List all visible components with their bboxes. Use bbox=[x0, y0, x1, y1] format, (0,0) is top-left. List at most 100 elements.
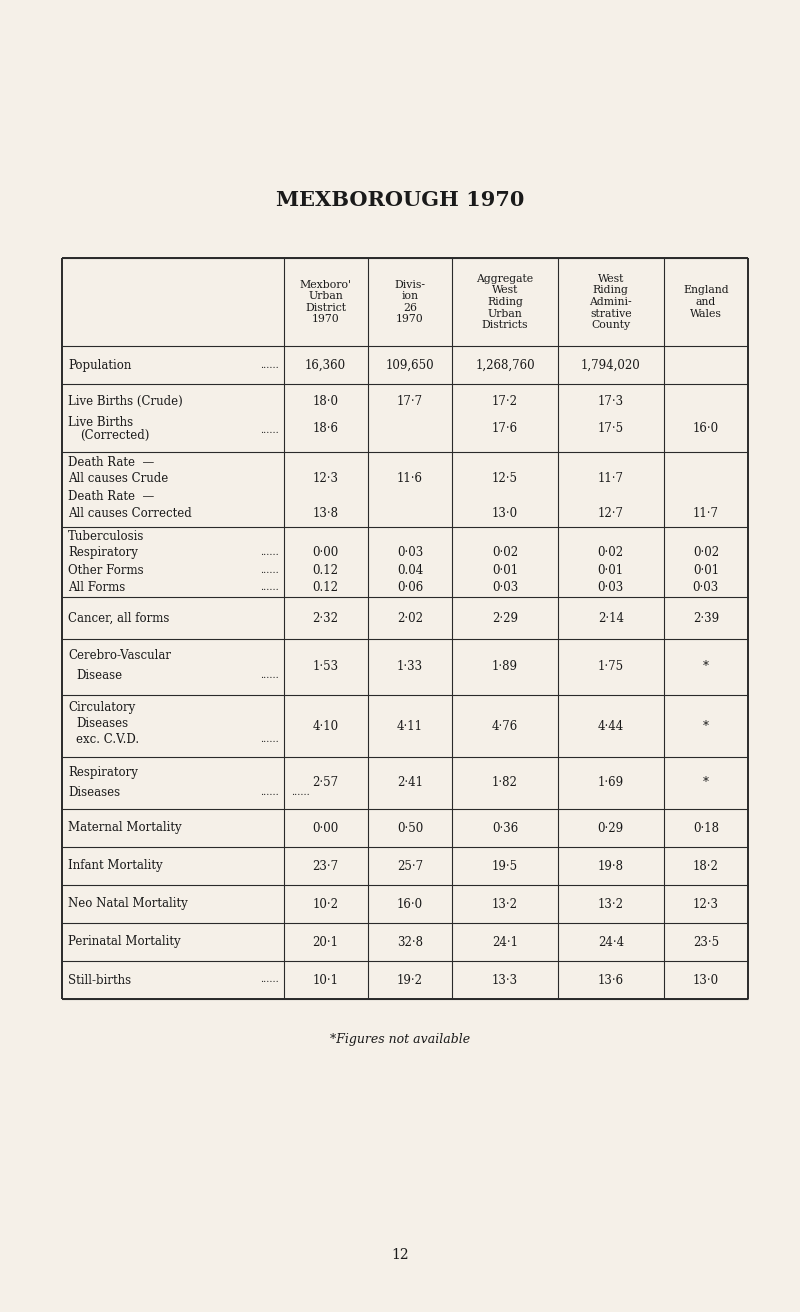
Text: 16,360: 16,360 bbox=[305, 358, 346, 371]
Text: All Forms: All Forms bbox=[68, 581, 126, 594]
Text: 0·03: 0·03 bbox=[492, 581, 518, 594]
Text: 4·44: 4·44 bbox=[598, 719, 624, 732]
Text: 0·03: 0·03 bbox=[598, 581, 624, 594]
Text: ......: ...... bbox=[260, 565, 278, 575]
Text: 18·6: 18·6 bbox=[313, 421, 338, 434]
Text: 25·7: 25·7 bbox=[397, 859, 423, 872]
Text: 12·5: 12·5 bbox=[492, 472, 518, 485]
Text: 0·01: 0·01 bbox=[693, 564, 719, 577]
Text: Diseases: Diseases bbox=[68, 786, 120, 799]
Text: ......: ...... bbox=[260, 735, 278, 744]
Text: 0·02: 0·02 bbox=[598, 546, 624, 559]
Text: Death Rate  —: Death Rate — bbox=[68, 491, 154, 504]
Text: 1·53: 1·53 bbox=[313, 660, 338, 673]
Text: 4·10: 4·10 bbox=[313, 719, 338, 732]
Text: 17·7: 17·7 bbox=[397, 395, 423, 408]
Text: 0·18: 0·18 bbox=[693, 821, 719, 834]
Text: 19·5: 19·5 bbox=[492, 859, 518, 872]
Text: 13·2: 13·2 bbox=[598, 897, 624, 911]
Text: 2·29: 2·29 bbox=[492, 611, 518, 625]
Text: 13·3: 13·3 bbox=[492, 974, 518, 987]
Text: Circulatory: Circulatory bbox=[68, 701, 135, 714]
Text: 1·33: 1·33 bbox=[397, 660, 423, 673]
Text: 1·69: 1·69 bbox=[598, 777, 624, 790]
Text: Cerebro-Vascular: Cerebro-Vascular bbox=[68, 649, 171, 663]
Text: ......: ...... bbox=[260, 548, 278, 558]
Text: ......: ...... bbox=[260, 584, 278, 593]
Text: Respiratory: Respiratory bbox=[68, 766, 138, 779]
Text: Mexboro'
Urban
District
1970: Mexboro' Urban District 1970 bbox=[300, 279, 352, 324]
Text: 23·5: 23·5 bbox=[693, 935, 719, 949]
Text: 11·7: 11·7 bbox=[693, 506, 719, 520]
Text: 2·41: 2·41 bbox=[397, 777, 423, 790]
Text: 0·03: 0·03 bbox=[693, 581, 719, 594]
Text: 11·6: 11·6 bbox=[397, 472, 423, 485]
Text: 2·39: 2·39 bbox=[693, 611, 719, 625]
Text: ......: ...... bbox=[260, 976, 278, 984]
Text: 0·02: 0·02 bbox=[693, 546, 719, 559]
Text: Cancer, all forms: Cancer, all forms bbox=[68, 611, 170, 625]
Text: ......: ...... bbox=[260, 789, 278, 796]
Text: 2·14: 2·14 bbox=[598, 611, 624, 625]
Text: Divis-
ion
26
1970: Divis- ion 26 1970 bbox=[394, 279, 426, 324]
Text: ......: ...... bbox=[291, 789, 310, 796]
Text: 0·06: 0·06 bbox=[397, 581, 423, 594]
Text: 0·03: 0·03 bbox=[397, 546, 423, 559]
Text: England
and
Wales: England and Wales bbox=[683, 286, 729, 319]
Text: 17·3: 17·3 bbox=[598, 395, 624, 408]
Text: 11·7: 11·7 bbox=[598, 472, 624, 485]
Text: 13·8: 13·8 bbox=[313, 506, 338, 520]
Text: MEXBOROUGH 1970: MEXBOROUGH 1970 bbox=[276, 190, 524, 210]
Text: 17·6: 17·6 bbox=[492, 421, 518, 434]
Text: ......: ...... bbox=[260, 361, 278, 370]
Text: 0·29: 0·29 bbox=[598, 821, 624, 834]
Text: Maternal Mortality: Maternal Mortality bbox=[68, 821, 182, 834]
Text: 1·89: 1·89 bbox=[492, 660, 518, 673]
Text: Death Rate  —: Death Rate — bbox=[68, 457, 154, 468]
Text: 1,268,760: 1,268,760 bbox=[475, 358, 535, 371]
Text: Live Births: Live Births bbox=[68, 416, 133, 429]
Text: 109,650: 109,650 bbox=[386, 358, 434, 371]
Text: Neo Natal Mortality: Neo Natal Mortality bbox=[68, 897, 188, 911]
Text: 23·7: 23·7 bbox=[313, 859, 338, 872]
Text: 13·0: 13·0 bbox=[492, 506, 518, 520]
Text: 1,794,020: 1,794,020 bbox=[581, 358, 641, 371]
Text: 20·1: 20·1 bbox=[313, 935, 338, 949]
Text: *: * bbox=[703, 719, 709, 732]
Text: Disease: Disease bbox=[76, 669, 122, 682]
Text: 12: 12 bbox=[391, 1248, 409, 1262]
Text: 10·2: 10·2 bbox=[313, 897, 338, 911]
Text: 4·11: 4·11 bbox=[397, 719, 423, 732]
Text: ......: ...... bbox=[260, 425, 278, 434]
Text: 0.12: 0.12 bbox=[313, 581, 338, 594]
Text: Aggregate
West
Riding
Urban
Districts: Aggregate West Riding Urban Districts bbox=[477, 274, 534, 331]
Text: Other Forms: Other Forms bbox=[68, 564, 144, 577]
Text: ......: ...... bbox=[260, 670, 278, 680]
Text: 0·50: 0·50 bbox=[397, 821, 423, 834]
Text: 17·2: 17·2 bbox=[492, 395, 518, 408]
Text: 12·7: 12·7 bbox=[598, 506, 624, 520]
Text: 2·32: 2·32 bbox=[313, 611, 338, 625]
Text: 13·2: 13·2 bbox=[492, 897, 518, 911]
Text: 13·0: 13·0 bbox=[693, 974, 719, 987]
Text: 0·02: 0·02 bbox=[492, 546, 518, 559]
Text: 18·0: 18·0 bbox=[313, 395, 338, 408]
Text: 17·5: 17·5 bbox=[598, 421, 624, 434]
Text: Respiratory: Respiratory bbox=[68, 546, 138, 559]
Text: 12·3: 12·3 bbox=[693, 897, 719, 911]
Text: 10·1: 10·1 bbox=[313, 974, 338, 987]
Text: All causes Corrected: All causes Corrected bbox=[68, 506, 192, 520]
Text: 2·57: 2·57 bbox=[313, 777, 338, 790]
Text: 0.12: 0.12 bbox=[313, 564, 338, 577]
Text: 16·0: 16·0 bbox=[397, 897, 423, 911]
Text: 0·36: 0·36 bbox=[492, 821, 518, 834]
Text: (Corrected): (Corrected) bbox=[80, 429, 150, 442]
Text: *: * bbox=[703, 777, 709, 790]
Text: 0·00: 0·00 bbox=[313, 546, 339, 559]
Text: 19·2: 19·2 bbox=[397, 974, 423, 987]
Text: Infant Mortality: Infant Mortality bbox=[68, 859, 162, 872]
Text: Still-births: Still-births bbox=[68, 974, 131, 987]
Text: Diseases: Diseases bbox=[76, 718, 128, 729]
Text: 12·3: 12·3 bbox=[313, 472, 338, 485]
Text: West
Riding
Admini-
strative
County: West Riding Admini- strative County bbox=[590, 274, 632, 331]
